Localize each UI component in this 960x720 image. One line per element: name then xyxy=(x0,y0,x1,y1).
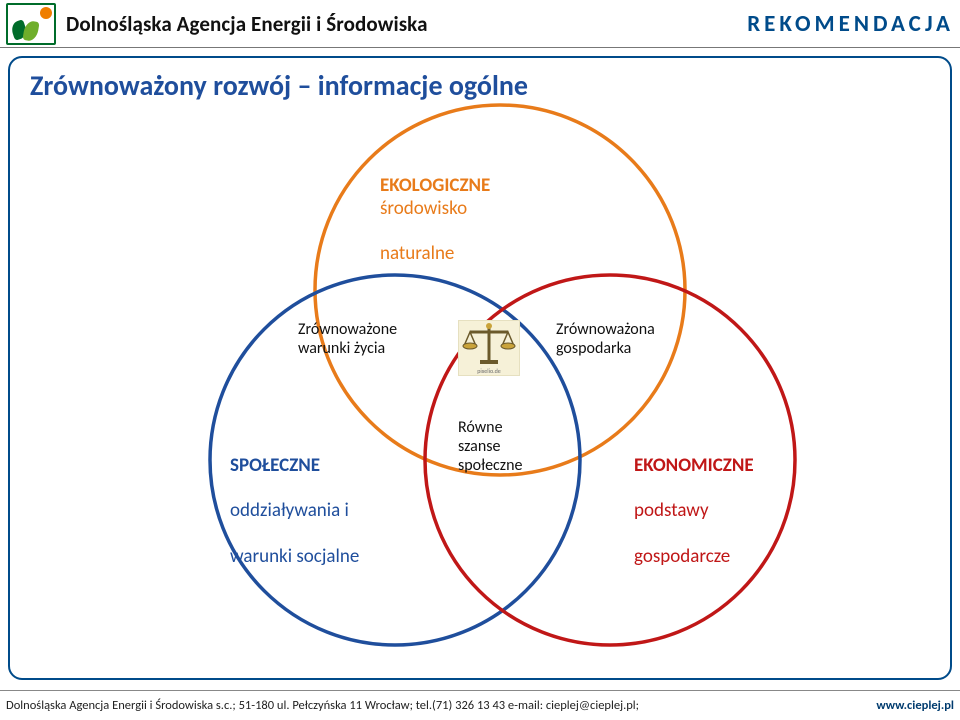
daes-logo xyxy=(6,3,56,45)
label-social: SPOŁECZNE oddziaływania i warunki socjal… xyxy=(230,432,359,569)
label-economic-line3: gospodarcze xyxy=(634,545,730,568)
agency-name: Dolnośląska Agencja Energii i Środowiska xyxy=(66,11,737,37)
logo-leaf-icon xyxy=(22,19,39,41)
label-social-line1: SPOŁECZNE xyxy=(230,454,320,477)
rekomendacja-label: REKOMENDACJA xyxy=(747,10,954,38)
label-economic-line2: podstawy xyxy=(634,499,709,522)
label-ecological: EKOLOGICZNE środowisko naturalne xyxy=(380,152,490,266)
label-economic: EKONOMICZNE podstawy gospodarcze xyxy=(634,432,754,569)
label-soc-econ-overlap: Równe szanse społeczne xyxy=(458,418,522,476)
logo-sun-icon xyxy=(40,7,52,19)
scales-caption: pixelio.de xyxy=(460,367,518,375)
label-ecological-line2: środowisko xyxy=(380,197,467,220)
page-title: Zrównoważony rozwój – informacje ogólne xyxy=(30,68,528,103)
label-economic-line1: EKONOMICZNE xyxy=(634,454,754,477)
footer-bar: Dolnośląska Agencja Energii i Środowiska… xyxy=(0,690,960,720)
footer-link[interactable]: www.cieplej.pl xyxy=(876,698,954,713)
label-ecological-line3: naturalne xyxy=(380,242,454,265)
label-social-line2: oddziaływania i xyxy=(230,499,349,522)
label-eco-social-overlap: Zrównoważone warunki życia xyxy=(298,320,397,358)
label-eco-econ-overlap: Zrównoważona gospodarka xyxy=(556,320,655,358)
scales-icon: pixelio.de xyxy=(458,320,520,376)
label-social-line3: warunki socjalne xyxy=(230,545,359,568)
header-bar: Dolnośląska Agencja Energii i Środowiska… xyxy=(0,0,960,48)
label-ecological-line1: EKOLOGICZNE xyxy=(380,174,490,197)
footer-text: Dolnośląska Agencja Energii i Środowiska… xyxy=(6,698,639,713)
